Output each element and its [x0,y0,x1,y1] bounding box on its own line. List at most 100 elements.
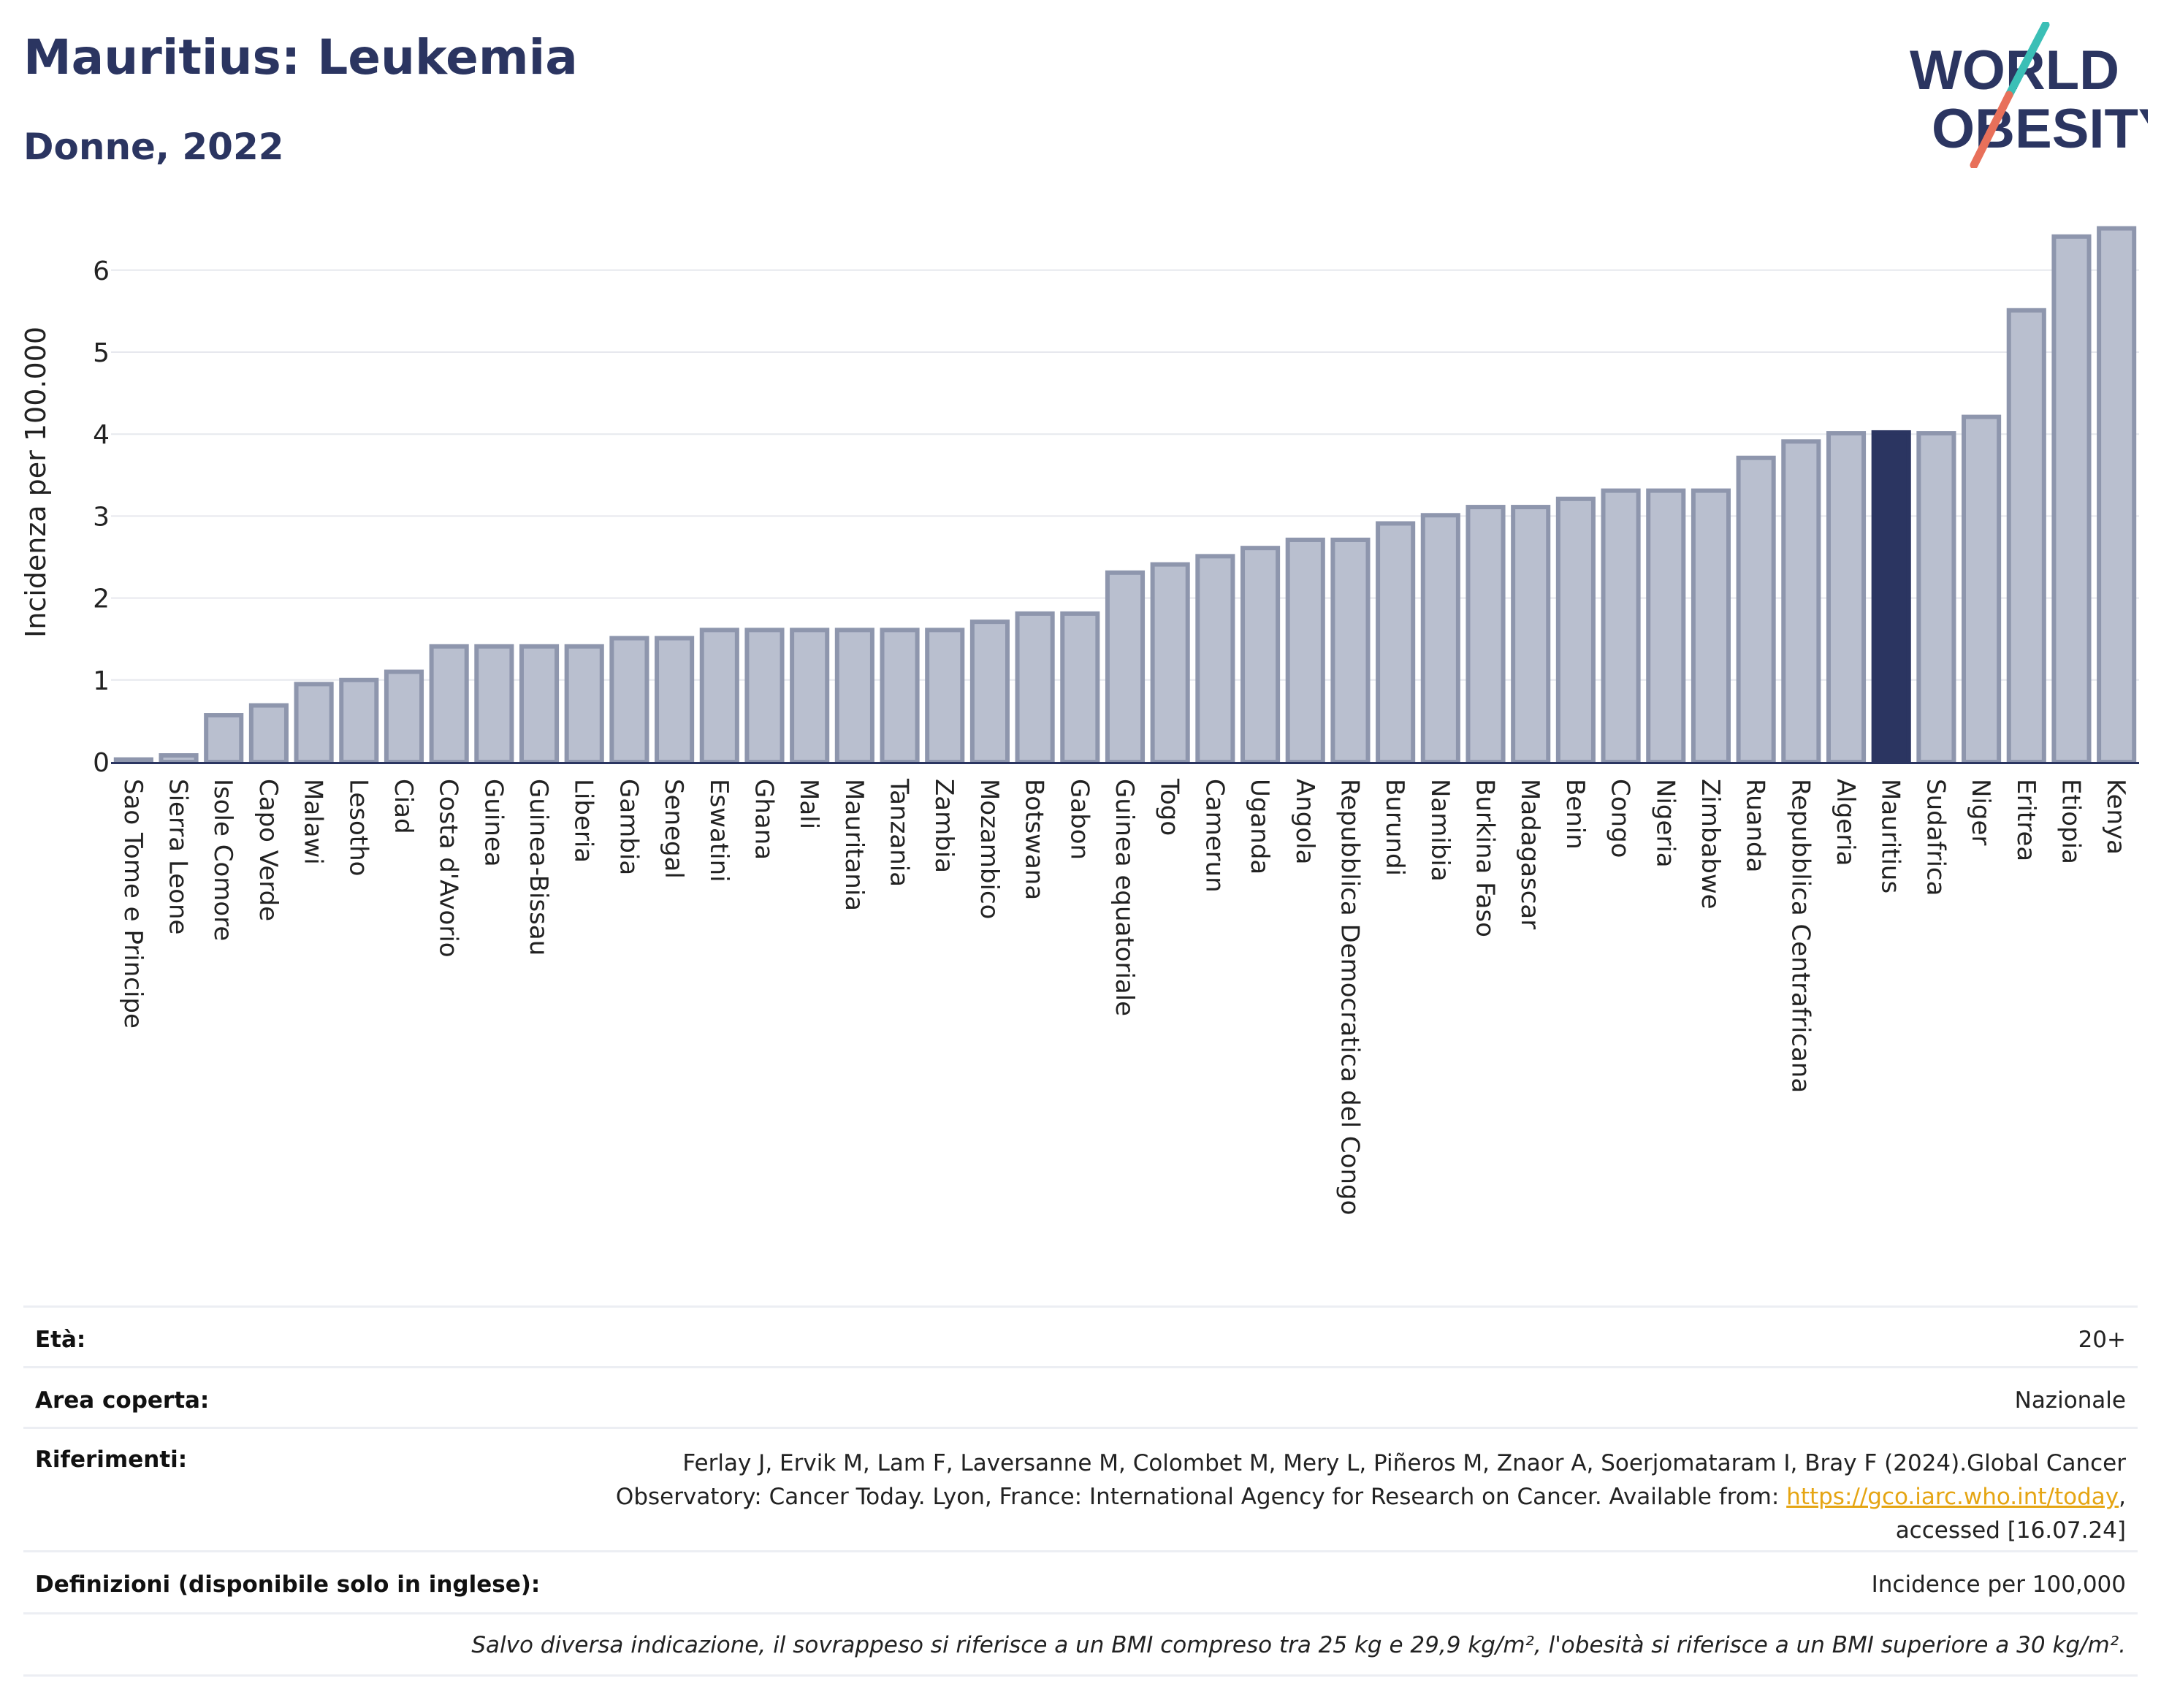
logo-slash-coral [1970,91,2013,168]
reference-line-3: accessed [16.07.24] [1895,1517,2126,1544]
bar[interactable] [1962,414,2002,764]
bar[interactable] [925,628,965,764]
bar-chart: Sao Tome e Principe Sierra Leone Isole Com… [20,226,2139,1215]
x-tick-label: Togo [1155,778,1184,836]
x-tick-label: Tanzania [885,778,914,887]
y-tick-label: 4 [93,420,110,450]
x-tick-label: Sierra Leone [164,779,193,934]
x-tick-label: Zambia [929,779,958,873]
bar[interactable] [1826,431,1867,764]
bar[interactable] [2097,226,2137,764]
bar[interactable] [1555,496,1596,764]
x-tick-label: Sudafrica [1921,779,1950,896]
x-tick-label: Gabon [1064,779,1094,860]
bar[interactable] [790,628,830,764]
reference-line-1: Ferlay J, Ervik M, Lam F, Laversanne M, … [682,1450,2126,1476]
bar[interactable] [474,644,514,764]
bar[interactable] [1105,570,1146,764]
meta-value-references: Ferlay J, Ervik M, Lam F, Laversanne M, … [616,1446,2126,1547]
meta-value-age: 20+ [2078,1327,2126,1353]
x-tick-label: Burundi [1380,779,1409,876]
bar[interactable] [655,636,695,764]
bar[interactable] [1330,537,1371,764]
x-tick-label: Congo [1606,779,1635,858]
bar[interactable] [1916,431,1956,764]
bar[interactable] [1150,562,1190,765]
bar[interactable] [294,682,334,764]
bar[interactable] [384,669,424,765]
x-tick-label: Uganda [1245,779,1274,874]
x-tick-label: Ciad [389,779,418,834]
reference-comma: , [2119,1484,2126,1510]
bar[interactable] [1376,521,1416,764]
x-tick-label: Repubblica Centrafricana [1785,779,1815,1093]
bar[interactable] [699,628,739,764]
bar[interactable] [429,644,469,764]
meta-row-references: Riferimenti: Ferlay J, Ervik M, Lam F, L… [23,1427,2138,1550]
reference-text: Observatory: Cancer Today. Lyon, France:… [615,1484,1787,1510]
y-tick-label: 6 [93,256,110,286]
reference-link[interactable]: https://gco.iarc.who.int/today [1786,1484,2119,1510]
bar[interactable] [969,619,1010,764]
x-tick-label: Capo Verde [254,779,283,921]
bar[interactable] [159,753,199,765]
x-tick-label: Niger [1966,779,1995,845]
bar[interactable] [1195,554,1235,764]
bar[interactable] [248,703,289,764]
y-axis-label: Incidenza per 100.000 [20,327,52,638]
meta-label-definitions: Definizioni (disponibile solo in inglese… [35,1571,541,1598]
x-tick-label: Angola [1290,779,1319,864]
x-tick-label: Nigeria [1650,779,1680,868]
x-tick-label: Burkina Faso [1471,779,1500,937]
bar[interactable] [1646,488,1686,764]
footnote: Salvo diversa indicazione, il sovrappeso… [471,1632,2126,1658]
bar[interactable] [1015,611,1055,765]
bar[interactable] [1466,505,1506,764]
x-tick-labels: Sao Tome e Principe Sierra Leone Isole Com… [118,778,2130,1215]
x-tick-label: Botswana [1020,779,1049,900]
bar[interactable] [1781,439,1821,764]
x-tick-label: Mauritania [839,779,869,911]
bar[interactable] [1736,455,1776,764]
bar[interactable] [744,628,785,764]
bars-layer [113,226,2137,765]
chart-title: Mauritius: Leukemia [23,29,578,85]
bar[interactable] [339,677,379,764]
y-tick-labels: 0 1 2 3 4 5 6 [93,256,110,778]
meta-label-references: Riferimenti: [35,1446,188,1473]
y-tick-label: 5 [93,338,110,368]
bar[interactable] [519,644,560,764]
bar[interactable] [2006,308,2046,764]
x-tick-label: Malawi [299,779,328,865]
bar[interactable] [880,628,920,764]
chart-subtitle: Donne, 2022 [23,126,284,168]
bar[interactable] [2051,234,2092,765]
bar[interactable] [834,628,874,764]
x-tick-label: Lesotho [343,779,373,876]
bar[interactable] [1420,513,1460,764]
bar[interactable] [1240,546,1281,765]
bar[interactable] [564,644,604,764]
bar[interactable] [204,713,244,765]
x-tick-label: Ghana [749,779,778,860]
x-tick-label: Guinea-Bissau [524,779,553,956]
meta-row-area: Area coperta: Nazionale [23,1366,2138,1427]
bar[interactable] [1691,488,1731,764]
bar[interactable] [113,757,153,765]
meta-value-area: Nazionale [2014,1387,2126,1414]
bar[interactable] [609,636,649,764]
x-tick-label: Guinea equatoriale [1110,779,1139,1016]
meta-row-note: Salvo diversa indicazione, il sovrappeso… [23,1612,2138,1677]
bar[interactable] [1285,537,1325,764]
x-tick-label: Liberia [569,779,598,863]
meta-label-age: Età: [35,1327,86,1353]
meta-row-age: Età: 20+ [23,1305,2138,1366]
bar-highlighted[interactable] [1871,430,1911,764]
meta-value-definitions: Incidence per 100,000 [1871,1571,2126,1598]
x-tick-label: Camerun [1200,779,1229,893]
x-tick-label: Costa d'Avorio [434,779,463,958]
bar[interactable] [1060,611,1100,765]
y-tick-label: 1 [93,666,110,696]
bar[interactable] [1601,488,1641,764]
bar[interactable] [1511,505,1551,764]
